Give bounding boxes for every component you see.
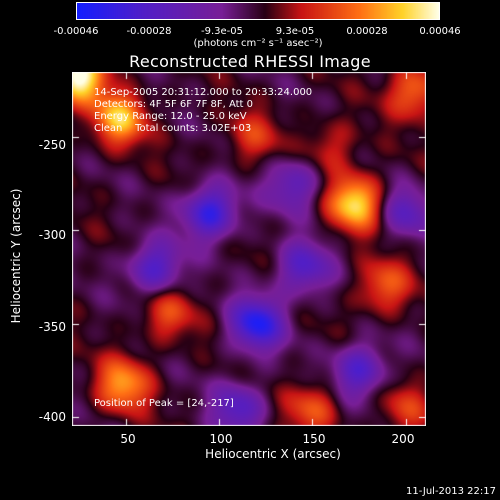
colorbar [77, 3, 439, 19]
y-tick-label: -300 [38, 228, 66, 242]
colorbar-tick: -0.00028 [126, 26, 172, 37]
y-axis-label: Heliocentric Y (arcsec) [9, 188, 23, 324]
x-tick-label: 150 [302, 432, 326, 446]
y-tick-label: -400 [38, 410, 66, 424]
annotation-time: 14-Sep-2005 20:31:12.000 to 20:33:24.000 [94, 87, 313, 98]
colorbar-tick: 0.00028 [346, 26, 388, 37]
colorbar-tick: -0.00046 [53, 26, 99, 37]
chart-title: Reconstructed RHESSI Image [129, 52, 371, 71]
x-axis-label: Heliocentric X (arcsec) [205, 447, 341, 461]
y-tick-label: -350 [38, 320, 66, 334]
annotation-detectors: Detectors: 4F 5F 6F 7F 8F, Att 0 [94, 99, 254, 110]
annotation-clean: Clean Total counts: 3.02E+03 [94, 123, 252, 134]
colorbar-units: (photons cm⁻² s⁻¹ asec⁻²) [193, 38, 323, 49]
annotation-peak: Position of Peak = [24,-217] [94, 398, 234, 409]
colorbar-frame [76, 2, 440, 20]
y-tick-label: -250 [38, 138, 66, 152]
colorbar-tick: 9.3e-05 [275, 26, 315, 37]
colorbar-tick: 0.00046 [419, 26, 461, 37]
heatmap-image [72, 72, 426, 426]
x-tick-label: 50 [120, 432, 136, 446]
timestamp-footer: 11-Jul-2013 22:17 [405, 486, 496, 497]
x-tick-label: 200 [391, 432, 415, 446]
annotation-energy: Energy Range: 12.0 - 25.0 keV [94, 111, 247, 122]
x-tick-label: 100 [209, 432, 233, 446]
colorbar-tick: -9.3e-05 [201, 26, 243, 37]
